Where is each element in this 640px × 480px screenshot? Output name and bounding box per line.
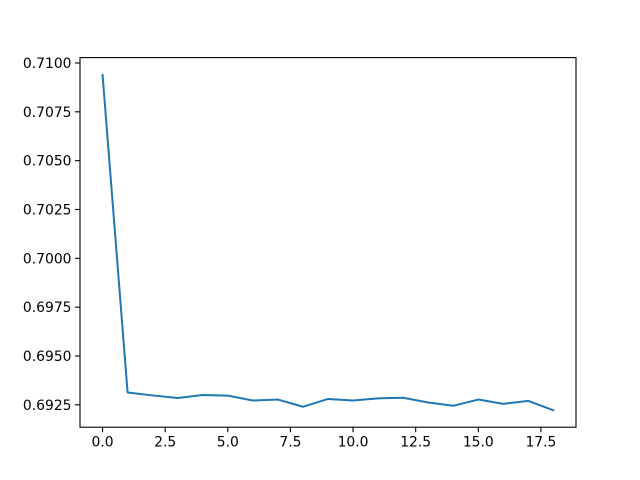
- y-tick-label: 0.6925: [23, 398, 72, 414]
- y-tick-label: 0.6975: [23, 300, 72, 316]
- x-tick-label: 2.5: [154, 435, 176, 451]
- x-tick-label: 15.0: [463, 435, 494, 451]
- x-tick-label: 10.0: [338, 435, 369, 451]
- x-tick-label: 7.5: [279, 435, 301, 451]
- x-tick-label: 5.0: [217, 435, 239, 451]
- x-tick-label: 17.5: [525, 435, 556, 451]
- y-tick-label: 0.7025: [23, 202, 72, 218]
- y-tick-label: 0.7075: [23, 105, 72, 121]
- y-tick-label: 0.7000: [23, 251, 72, 267]
- x-tick-label: 12.5: [400, 435, 431, 451]
- y-tick-label: 0.6950: [23, 349, 72, 365]
- y-tick-label: 0.7050: [23, 154, 72, 170]
- plot-area: [80, 57, 576, 428]
- y-tick-label: 0.7100: [23, 56, 72, 72]
- x-tick-label: 0.0: [91, 435, 113, 451]
- data-line: [101, 73, 555, 412]
- axes-spines: [79, 57, 577, 428]
